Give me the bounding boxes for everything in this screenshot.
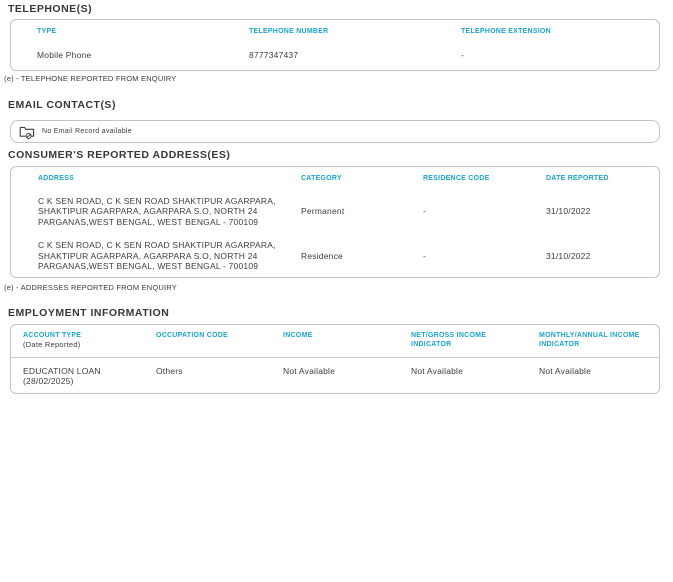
telephone-type-value: Mobile Phone — [37, 49, 92, 60]
column-header-telephone-number: TELEPHONE NUMBER — [249, 28, 329, 35]
residence-code-value: - — [423, 206, 427, 216]
telephone-extension-value: - — [461, 49, 465, 60]
telephone-number-value: 8777347437 — [249, 49, 299, 60]
email-section-title: EMAIL CONTACT(S) — [8, 99, 116, 111]
income-value: Not Available — [283, 365, 336, 376]
employment-section-title: EMPLOYMENT INFORMATION — [8, 307, 170, 319]
telephone-table-header: TYPE TELEPHONE NUMBER TELEPHONE EXTENSIO… — [37, 28, 659, 37]
monthly-annual-income-indicator-value: Not Available — [539, 365, 592, 376]
column-header-income: INCOME — [283, 332, 313, 339]
email-empty-state: No Email Record available — [10, 120, 660, 143]
table-row: C K SEN ROAD, C K SEN ROAD SHAKTIPUR AGA… — [38, 240, 659, 272]
column-header-residence-code: RESIDENCE CODE — [423, 175, 490, 182]
no-email-record-message: No Email Record available — [42, 128, 132, 135]
column-subheader-date-reported: (Date Reported) — [23, 340, 81, 349]
column-header-date-reported: DATE REPORTED — [546, 175, 609, 182]
category-value: Residence — [301, 250, 343, 261]
employment-table-header: ACCOUNT TYPE (Date Reported) OCCUPATION … — [11, 325, 659, 350]
addresses-section-title: CONSUMER'S REPORTED ADDRESS(ES) — [8, 149, 231, 161]
date-reported-value: 31/10/2022 — [546, 206, 591, 216]
no-record-folder-icon — [19, 126, 35, 139]
account-type-value: EDUCATION LOAN (28/02/2025) — [23, 366, 156, 387]
column-header-telephone-extension: TELEPHONE EXTENSION — [461, 28, 551, 35]
column-header-type: TYPE — [37, 28, 57, 35]
table-row: C K SEN ROAD, C K SEN ROAD SHAKTIPUR AGA… — [38, 196, 659, 228]
header-separator-line — [11, 356, 659, 358]
occupation-code-value: Others — [156, 365, 183, 376]
telephone-footnote: (e) - TELEPHONE REPORTED FROM ENQUIRY — [4, 74, 177, 83]
column-header-net-gross-income-indicator: NET/GROSS INCOME INDICATOR — [411, 332, 487, 348]
table-row: EDUCATION LOAN (28/02/2025) Others Not A… — [11, 358, 659, 387]
addresses-footnote: (e) - ADDRESSES REPORTED FROM ENQUIRY — [4, 283, 177, 292]
telephone-table: TYPE TELEPHONE NUMBER TELEPHONE EXTENSIO… — [10, 19, 660, 71]
net-gross-income-indicator-value: Not Available — [411, 365, 464, 376]
address-value: C K SEN ROAD, C K SEN ROAD SHAKTIPUR AGA… — [38, 240, 276, 271]
column-header-occupation-code: OCCUPATION CODE — [156, 332, 228, 339]
account-date-reported-value: (28/02/2025) — [23, 376, 74, 386]
column-header-address: ADDRESS — [38, 175, 74, 182]
date-reported-value: 31/10/2022 — [546, 250, 591, 261]
residence-code-value: - — [423, 250, 427, 261]
column-header-monthly-annual-income-indicator: MONTHLY/ANNUAL INCOME INDICATOR — [539, 332, 640, 348]
addresses-table-header: ADDRESS CATEGORY RESIDENCE CODE DATE REP… — [38, 175, 659, 184]
table-row: Mobile Phone 8777347437 - — [37, 50, 659, 61]
column-header-account-type: ACCOUNT TYPE (Date Reported) — [23, 332, 156, 350]
category-value: Permanent — [301, 206, 345, 216]
employment-table: ACCOUNT TYPE (Date Reported) OCCUPATION … — [10, 324, 660, 394]
addresses-table: ADDRESS CATEGORY RESIDENCE CODE DATE REP… — [10, 166, 660, 278]
column-header-category: CATEGORY — [301, 175, 342, 182]
address-value: C K SEN ROAD, C K SEN ROAD SHAKTIPUR AGA… — [38, 195, 276, 227]
telephone-section-title: TELEPHONE(S) — [8, 3, 93, 15]
